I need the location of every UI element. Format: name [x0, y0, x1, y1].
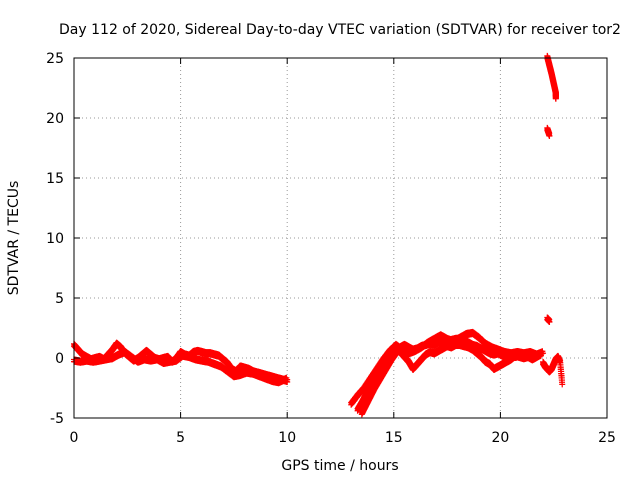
x-tick-label: 5	[176, 430, 185, 446]
x-tick-label: 0	[70, 430, 79, 446]
y-tick-label: 0	[55, 351, 64, 367]
x-tick-label: 25	[598, 430, 616, 446]
y-tick-label: 10	[46, 231, 64, 247]
y-tick-label: 20	[46, 111, 64, 127]
x-tick-label: 10	[278, 430, 296, 446]
chart-title: Day 112 of 2020, Sidereal Day-to-day VTE…	[59, 22, 621, 38]
data-point	[533, 353, 540, 360]
data-point	[546, 133, 553, 139]
data-point	[284, 376, 291, 383]
y-axis-label: SDTVAR / TECUs	[6, 181, 22, 296]
data-point	[537, 352, 544, 359]
data-point	[559, 381, 566, 388]
x-axis-label: GPS time / hours	[281, 458, 398, 474]
y-tick-label: 25	[46, 51, 64, 67]
x-tick-label: 15	[385, 430, 403, 446]
y-tick-label: 15	[46, 171, 64, 187]
x-tick-label: 20	[491, 430, 509, 446]
y-tick-label: -5	[50, 411, 64, 427]
axis-ticks: 0 5 10 15 20 25 -5 0 5 10 15 20 25	[46, 51, 616, 446]
y-tick-label: 5	[55, 291, 64, 307]
plot-frame	[73, 57, 608, 419]
data-point	[546, 319, 553, 325]
data-points	[71, 52, 566, 418]
data-point	[552, 95, 559, 102]
